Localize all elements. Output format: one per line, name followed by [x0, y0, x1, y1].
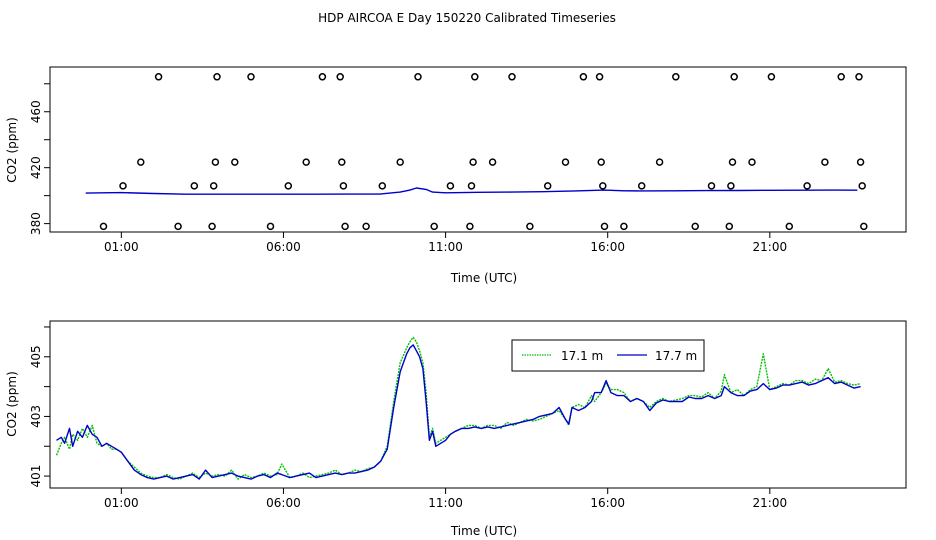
- x-tick-label: 06:00: [266, 240, 301, 254]
- legend-label-17-7: 17.7 m: [655, 349, 697, 363]
- x-tick-label: 11:00: [428, 240, 463, 254]
- data-point: [543, 182, 552, 190]
- data-point: [466, 222, 474, 231]
- data-point: [174, 222, 182, 231]
- x-tick-label: 21:00: [753, 496, 788, 510]
- data-point: [336, 73, 344, 81]
- chart-top-aircoa-scatter: CO2 (ppm) Time (UTC) 01:00 06:00 11:00 16:0…: [5, 66, 907, 285]
- x-tick-label: 16:00: [590, 496, 625, 510]
- data-point: [247, 73, 255, 81]
- data-point: [467, 182, 476, 190]
- y-tick-label: 403: [29, 405, 43, 428]
- data-point: [767, 73, 776, 81]
- y-tick-label: 380: [29, 212, 43, 235]
- y-tick-label: 460: [29, 100, 43, 123]
- y-tick-label: 405: [29, 345, 43, 368]
- data-point: [508, 73, 516, 81]
- x-tick-label: 11:00: [428, 496, 463, 510]
- legend-label-17-1: 17.1 m: [561, 349, 603, 363]
- data-point: [727, 182, 735, 190]
- plot-frame: [49, 320, 907, 489]
- data-point: [137, 158, 145, 166]
- data-point: [855, 73, 863, 81]
- data-point: [672, 73, 680, 81]
- data-point: [561, 158, 570, 166]
- data-point: [362, 222, 370, 231]
- data-point: [338, 158, 346, 166]
- x-tick-label: 06:00: [266, 496, 301, 510]
- y-tick-label: 401: [29, 465, 43, 488]
- data-point: [860, 222, 868, 231]
- data-point: [655, 158, 664, 166]
- data-point: [526, 222, 534, 231]
- chart-bottom-co2-timeseries: CO2 (ppm) Time (UTC) 17.1 m 17.7 m 01:00…: [5, 320, 907, 538]
- data-point: [620, 222, 628, 231]
- plot-frame: [49, 66, 907, 233]
- data-point: [213, 73, 221, 81]
- data-point: [302, 158, 310, 166]
- data-point: [579, 73, 588, 81]
- data-point: [730, 73, 738, 81]
- x-tick-label: 01:00: [104, 240, 139, 254]
- data-point: [231, 158, 239, 166]
- data-point: [99, 222, 108, 231]
- data-point: [599, 182, 607, 190]
- data-point: [284, 182, 293, 190]
- x-tick-label: 01:00: [104, 496, 139, 510]
- x-axis-label: Time (UTC): [450, 271, 517, 285]
- data-point: [471, 73, 479, 81]
- data-point: [209, 182, 218, 190]
- y-tick-label: 420: [29, 156, 43, 179]
- data-point: [446, 182, 455, 190]
- data-point: [430, 222, 438, 231]
- data-point: [119, 182, 127, 190]
- data-point: [341, 222, 349, 231]
- legend-box: [511, 339, 705, 372]
- series-line-17-1-m-m: [55, 336, 861, 480]
- data-point: [728, 158, 737, 166]
- data-point: [595, 73, 604, 81]
- data-point: [837, 73, 845, 81]
- data-point: [597, 158, 605, 166]
- data-point: [725, 222, 734, 231]
- series-line-17-7-m-m: [85, 187, 858, 195]
- data-point: [318, 73, 327, 81]
- data-point: [208, 222, 216, 231]
- data-point: [691, 222, 699, 231]
- data-point: [211, 158, 220, 166]
- data-point: [414, 73, 422, 81]
- data-point: [190, 182, 199, 190]
- data-point: [856, 158, 865, 166]
- data-point: [748, 158, 756, 166]
- data-point: [858, 182, 866, 190]
- data-point: [154, 73, 163, 81]
- data-point: [266, 222, 275, 231]
- data-point: [378, 182, 387, 190]
- y-axis-label: CO2 (ppm): [5, 371, 19, 437]
- data-point: [637, 182, 646, 190]
- x-axis-label: Time (UTC): [450, 524, 517, 538]
- data-point: [803, 182, 811, 190]
- data-point: [396, 158, 404, 166]
- x-tick-label: 16:00: [590, 240, 625, 254]
- data-point: [469, 158, 477, 166]
- x-tick-label: 21:00: [753, 240, 788, 254]
- data-point: [785, 222, 794, 231]
- legend: 17.1 m 17.7 m: [511, 339, 705, 372]
- data-point: [821, 158, 829, 166]
- data-point: [488, 158, 497, 166]
- data-point: [600, 222, 609, 231]
- data-point: [339, 182, 348, 190]
- y-axis-label: CO2 (ppm): [5, 117, 19, 183]
- series-line-17-7-m-m: [56, 344, 861, 480]
- page-title: HDP AIRCOA E Day 150220 Calibrated Times…: [318, 11, 616, 25]
- data-point: [707, 182, 716, 190]
